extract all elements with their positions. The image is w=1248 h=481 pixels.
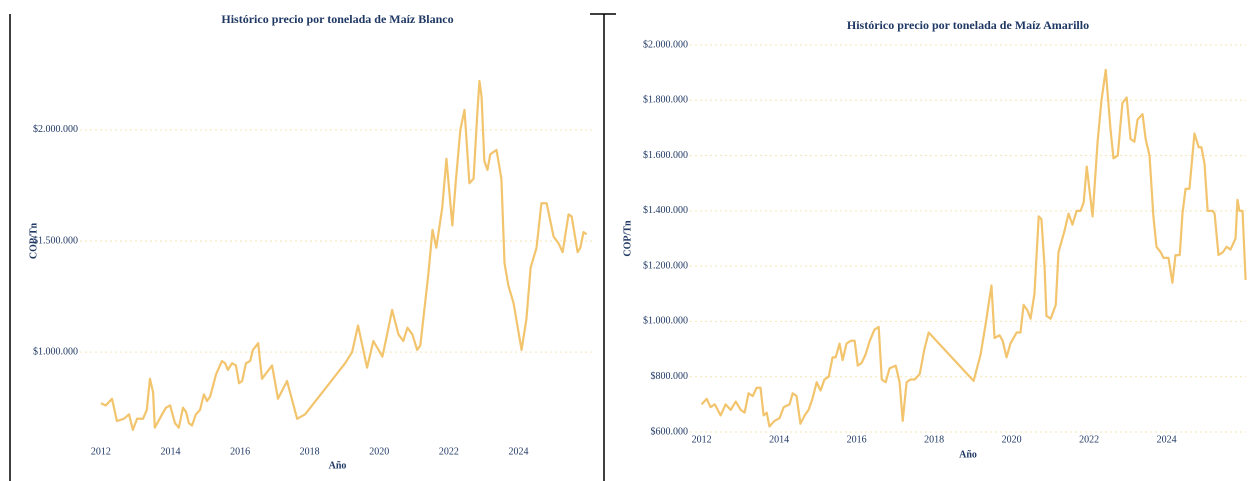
x-axis-title: Año xyxy=(959,449,977,460)
chart-title: Histórico precio por tonelada de Maíz Am… xyxy=(847,18,1089,32)
x-tick-label: 2024 xyxy=(508,446,528,457)
y-tick-label: $1.400.000 xyxy=(643,205,688,216)
y-tick-label: $1.800.000 xyxy=(643,95,688,106)
x-tick-label: 2014 xyxy=(160,446,180,457)
price-line xyxy=(100,79,588,431)
y-tick-label: $1.500.000 xyxy=(33,235,78,246)
y-tick-label: $2.000.000 xyxy=(33,124,78,135)
x-tick-label: 2012 xyxy=(692,434,712,445)
x-tick-label: 2020 xyxy=(1002,434,1022,445)
chart-title: Histórico precio por tonelada de Maíz Bl… xyxy=(221,12,453,26)
y-tick-label: $1.000.000 xyxy=(643,316,688,327)
y-tick-label: $800.000 xyxy=(651,371,689,382)
x-tick-label: 2012 xyxy=(91,446,111,457)
chart: Histórico precio por tonelada de Maíz Bl… xyxy=(28,12,595,471)
x-tick-label: 2016 xyxy=(847,434,867,445)
x-tick-label: 2016 xyxy=(230,446,250,457)
x-tick-label: 2024 xyxy=(1157,434,1177,445)
y-tick-label: $600.000 xyxy=(651,426,689,437)
x-tick-label: 2022 xyxy=(1079,434,1099,445)
y-axis-title: COP/Tn xyxy=(28,223,39,260)
y-tick-label: $2.000.000 xyxy=(643,39,688,50)
y-axis-title: COP/Tn xyxy=(622,220,633,257)
x-tick-label: 2018 xyxy=(924,434,944,445)
x-tick-label: 2014 xyxy=(769,434,789,445)
y-tick-label: $1.000.000 xyxy=(33,346,78,357)
y-tick-label: $1.600.000 xyxy=(643,150,688,161)
chart: Histórico precio por tonelada de Maíz Am… xyxy=(622,18,1247,460)
x-tick-label: 2020 xyxy=(369,446,389,457)
y-tick-label: $1.200.000 xyxy=(643,260,688,271)
price-line xyxy=(700,68,1247,428)
x-axis-title: Año xyxy=(329,460,347,471)
x-tick-label: 2022 xyxy=(439,446,459,457)
x-tick-label: 2018 xyxy=(300,446,320,457)
